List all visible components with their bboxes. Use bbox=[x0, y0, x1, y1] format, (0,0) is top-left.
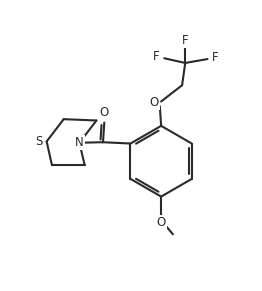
Text: F: F bbox=[182, 34, 189, 47]
Text: O: O bbox=[156, 216, 166, 228]
Text: F: F bbox=[153, 50, 160, 63]
Text: F: F bbox=[212, 51, 219, 64]
Text: N: N bbox=[75, 136, 84, 149]
Text: O: O bbox=[100, 106, 109, 119]
Text: S: S bbox=[35, 135, 42, 148]
Text: O: O bbox=[149, 96, 159, 109]
